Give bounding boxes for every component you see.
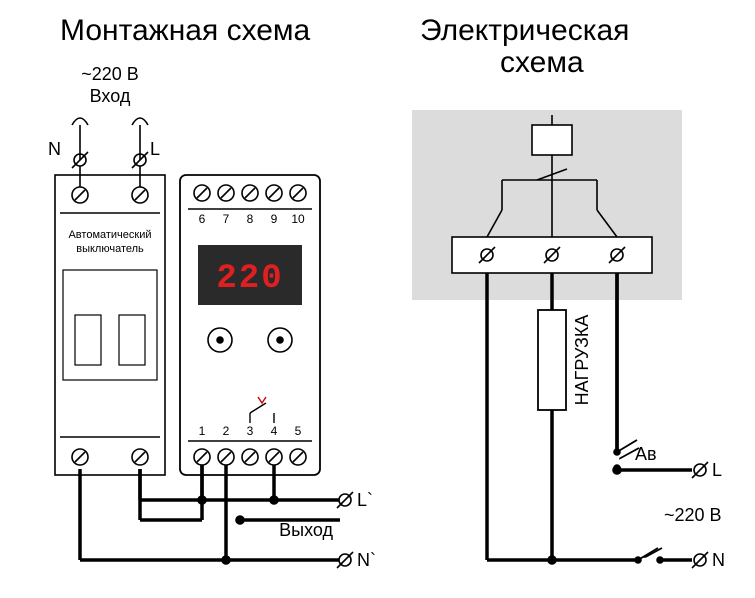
breaker-outline xyxy=(55,175,165,475)
output-Lp: L` xyxy=(357,490,373,510)
svg-text:4: 4 xyxy=(271,424,278,438)
elec-voltage: ~220 В xyxy=(664,505,722,525)
output-Np: N` xyxy=(357,550,376,570)
elec-L: L xyxy=(712,460,722,480)
title-right-1: Электрическая xyxy=(420,14,629,47)
load-box xyxy=(538,310,566,410)
input-voltage: ~220 В xyxy=(81,64,139,84)
breaker-label-2: выключатель xyxy=(76,243,144,255)
elec-N: N xyxy=(712,550,725,570)
svg-text:2: 2 xyxy=(223,424,230,438)
title-left: Монтажная схема xyxy=(60,14,311,47)
svg-text:1: 1 xyxy=(199,424,206,438)
svg-text:7: 7 xyxy=(223,212,230,226)
svg-text:5: 5 xyxy=(295,424,302,438)
svg-text:3: 3 xyxy=(247,424,254,438)
output-label: Выход xyxy=(279,520,333,540)
svg-text:10: 10 xyxy=(291,212,305,226)
input-label: Вход xyxy=(90,86,131,106)
breaker-label-1: Автоматический xyxy=(68,229,151,241)
load-label: НАГРУЗКА xyxy=(572,315,592,406)
input-L: L xyxy=(150,139,160,159)
device-display-value: 220 xyxy=(216,260,283,298)
input-N: N xyxy=(48,139,61,159)
title-right-2: схема xyxy=(500,46,584,79)
svg-text:6: 6 xyxy=(199,212,206,226)
Av-label: Ав xyxy=(635,444,657,464)
svg-text:8: 8 xyxy=(247,212,254,226)
svg-text:9: 9 xyxy=(271,212,278,226)
